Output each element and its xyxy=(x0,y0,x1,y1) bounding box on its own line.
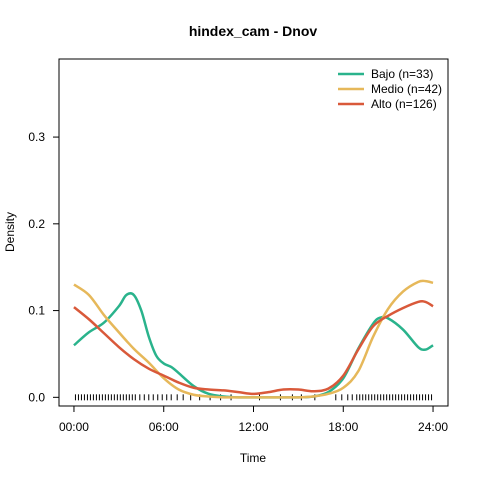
rug-marks xyxy=(74,394,433,401)
x-tick-label: 12:00 xyxy=(238,420,268,434)
series-lines xyxy=(73,279,434,399)
x-tick-label: 18:00 xyxy=(328,420,358,434)
series-line-3 xyxy=(73,300,434,396)
legend-label-1: Bajo (n=33) xyxy=(371,67,433,81)
legend-label-3: Alto (n=126) xyxy=(371,97,437,111)
series-line-2 xyxy=(73,279,434,399)
x-tick-label: 00:00 xyxy=(59,420,89,434)
x-tick-label: 24:00 xyxy=(418,420,448,434)
x-axis-label: Time xyxy=(240,451,267,465)
y-axis-label: Density xyxy=(3,212,17,252)
legend: Bajo (n=33)Medio (n=42)Alto (n=126) xyxy=(338,67,442,111)
legend-label-2: Medio (n=42) xyxy=(371,82,442,96)
y-tick-label: 0.2 xyxy=(28,217,45,231)
plot-frame xyxy=(58,58,449,407)
y-tick-label: 0.1 xyxy=(28,304,45,318)
series-line-1 xyxy=(73,292,434,399)
y-axis: 0.0 0.1 0.2 0.3 xyxy=(28,130,59,404)
x-tick-label: 06:00 xyxy=(149,420,179,434)
chart-title: hindex_cam - Dnov xyxy=(189,23,318,39)
x-axis: 00:00 06:00 12:00 18:00 24:00 xyxy=(59,406,448,434)
y-tick-label: 0.3 xyxy=(28,130,45,144)
y-tick-label: 0.0 xyxy=(28,390,45,404)
